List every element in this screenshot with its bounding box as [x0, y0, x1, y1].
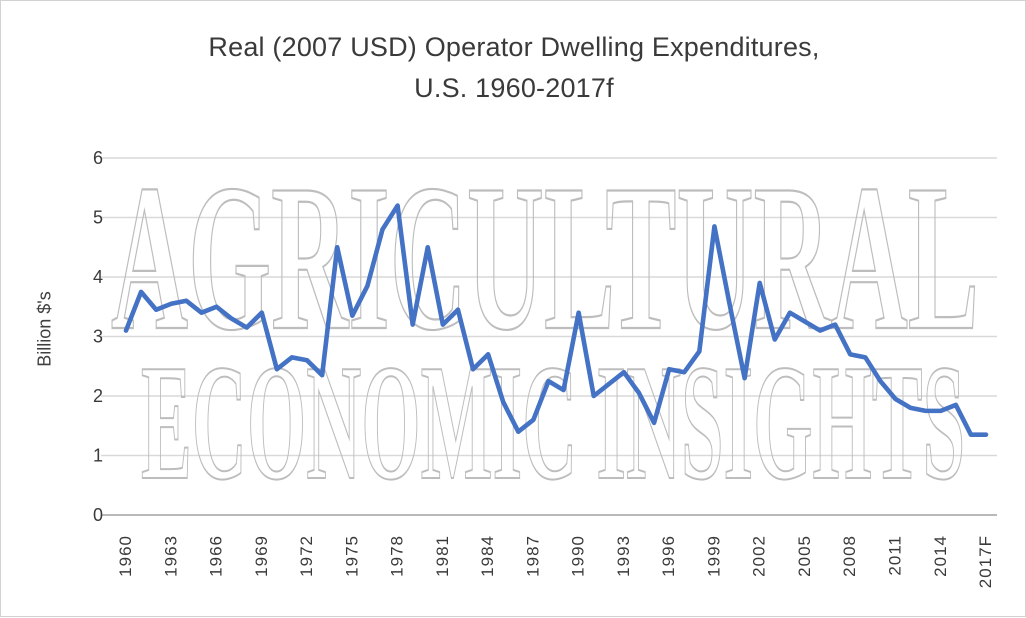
y-tick-label: 5 [93, 208, 103, 228]
y-tick-label: 0 [93, 505, 103, 525]
y-tick-label: 4 [93, 267, 103, 287]
x-tick-label: 2002 [750, 535, 769, 577]
y-tick-label: 3 [93, 327, 103, 347]
x-tick-label: 1981 [433, 535, 452, 577]
x-tick-label: 1993 [614, 535, 633, 577]
x-tick-label: 1960 [116, 535, 135, 577]
chart-title-line1: Real (2007 USD) Operator Dwelling Expend… [208, 32, 820, 62]
x-tick-label: 1999 [704, 535, 723, 577]
x-tick-label: 2014 [931, 535, 950, 577]
x-tick-label: 1984 [478, 535, 497, 577]
y-tick-label: 2 [93, 386, 103, 406]
chart-title: Real (2007 USD) Operator Dwelling Expend… [1, 27, 1026, 109]
x-tick-label: 1987 [523, 535, 542, 577]
x-tick-label: 2011 [885, 535, 904, 576]
y-tick-label: 6 [93, 148, 103, 168]
x-tick-label: 1966 [207, 535, 226, 577]
y-tick-label: 1 [93, 446, 103, 466]
x-tick-label: 1996 [659, 535, 678, 577]
x-tick-label: 1972 [297, 535, 316, 577]
watermark-line2: ECONOMIC INSIGHTS [141, 330, 965, 514]
x-tick-label: 1975 [342, 535, 361, 577]
x-tick-label: 1963 [161, 535, 180, 577]
x-tick-label: 1978 [388, 535, 407, 577]
x-tick-label: 1990 [569, 535, 588, 577]
chart-title-line2: U.S. 1960-2017f [414, 73, 614, 103]
data-line [123, 203, 989, 437]
x-tick-label: 2017F [976, 535, 995, 588]
watermark-line1: AGRICULTURAL [111, 142, 979, 374]
x-tick-label: 2005 [795, 535, 814, 577]
x-tick-label: 2008 [840, 535, 859, 577]
x-tick-label: 1969 [252, 535, 271, 577]
